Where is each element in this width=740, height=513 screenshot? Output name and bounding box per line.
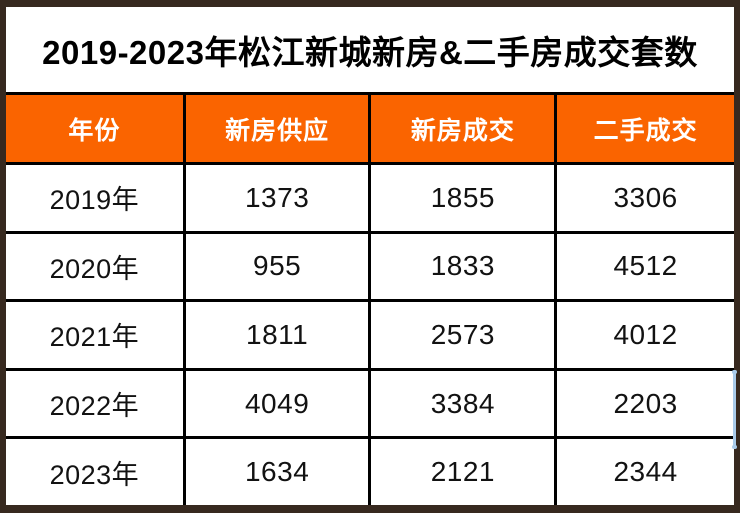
value-cell: 3306 [557, 165, 734, 231]
value-cell: 1833 [371, 233, 555, 300]
value-cell: 2573 [371, 302, 555, 368]
transactions-table: 2019-2023年松江新城新房&二手房成交套数 年份 新房供应 新房成交 二手… [6, 7, 734, 505]
value-cell: 2344 [557, 439, 734, 505]
year-cell-2021: 2021年 [6, 302, 183, 368]
year-cell-2022: 2022年 [6, 370, 183, 437]
year-cell-2023: 2023年 [6, 439, 183, 505]
value-cell: 4049 [185, 370, 369, 437]
column-header-new-deals: 新房成交 [371, 95, 555, 162]
column-header-year: 年份 [6, 95, 183, 162]
year-cell-2019: 2019年 [6, 165, 183, 231]
value-cell: 4512 [557, 233, 734, 300]
value-cell: 4012 [557, 302, 734, 368]
value-cell: 1855 [371, 165, 555, 231]
table-title: 2019-2023年松江新城新房&二手房成交套数 [6, 7, 734, 92]
value-cell: 3384 [371, 370, 555, 437]
column-header-secondhand-deals: 二手成交 [557, 95, 734, 162]
text-cursor-artifact [732, 370, 737, 449]
column-header-new-supply: 新房供应 [185, 95, 369, 162]
value-cell: 1811 [185, 302, 369, 368]
value-cell: 955 [185, 233, 369, 300]
value-cell: 1634 [185, 439, 369, 505]
year-cell-2020: 2020年 [6, 233, 183, 300]
value-cell: 2121 [371, 439, 555, 505]
value-cell: 1373 [185, 165, 369, 231]
value-cell: 2203 [557, 370, 734, 437]
